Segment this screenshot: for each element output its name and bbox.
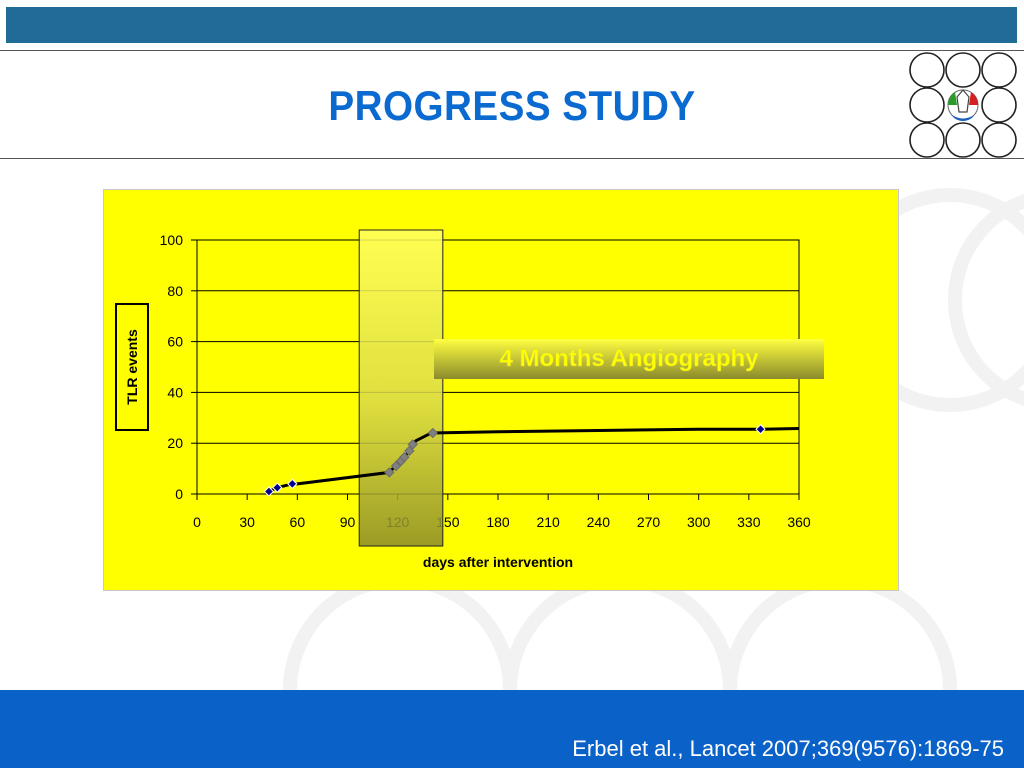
highlight-band-layer (358, 229, 444, 547)
top-banner (6, 7, 1017, 43)
data-point (755, 424, 766, 435)
citation: Erbel et al., Lancet 2007;369(9576):1869… (572, 736, 1004, 761)
annotation-box (434, 339, 824, 379)
y-tick-label: 40 (167, 384, 183, 400)
data-point (272, 482, 283, 493)
title-bottom-rule (0, 158, 1024, 159)
x-tick-label: 30 (239, 514, 255, 530)
x-tick-label: 60 (290, 514, 306, 530)
x-tick-label: 90 (340, 514, 356, 530)
x-tick-label: 330 (737, 514, 761, 530)
labels-layer: days after intervention TLR events 4 Month… (115, 303, 824, 570)
x-tick-label: 270 (637, 514, 661, 530)
y-tick-label: 20 (167, 435, 183, 451)
chart-area: 0204060801000306090120150180210240270300… (115, 229, 824, 570)
highlighted-data-point (427, 427, 438, 439)
x-tick-label: 240 (587, 514, 611, 530)
highlighted-data-point (399, 451, 410, 463)
x-tick-label: 300 (687, 514, 711, 530)
x-axis-label: days after intervention (423, 554, 573, 570)
y-axis-label-box (115, 303, 149, 431)
x-tick-label: 180 (486, 514, 510, 530)
highlighted-data-point (390, 460, 402, 472)
y-tick-label: 0 (175, 486, 183, 502)
y-tick-label: 80 (167, 283, 183, 299)
highlighted-data-point (407, 439, 418, 450)
x-tick-label: 210 (536, 514, 560, 530)
data-point (263, 486, 275, 497)
y-tick-label: 60 (167, 334, 183, 350)
title-top-rule (0, 50, 1024, 51)
highlighted-data-point (384, 467, 395, 478)
series-layer (263, 424, 800, 497)
series-line (268, 426, 800, 493)
page-title: PROGRESS STUDY (328, 82, 696, 129)
x-tick-label: 360 (787, 514, 811, 530)
x-tick-label: 0 (193, 514, 201, 530)
chart-panel (103, 189, 899, 591)
highlight-band (358, 229, 444, 547)
y-tick-label: 100 (160, 232, 184, 248)
circles-grid-logo-icon (909, 52, 1017, 158)
footer-bar (0, 690, 1024, 768)
data-point (287, 478, 298, 490)
axes: 0204060801000306090120150180210240270300… (160, 232, 811, 530)
y-axis-label: TLR events (124, 329, 140, 405)
annotation-text: 4 Months Angiography (499, 345, 759, 372)
